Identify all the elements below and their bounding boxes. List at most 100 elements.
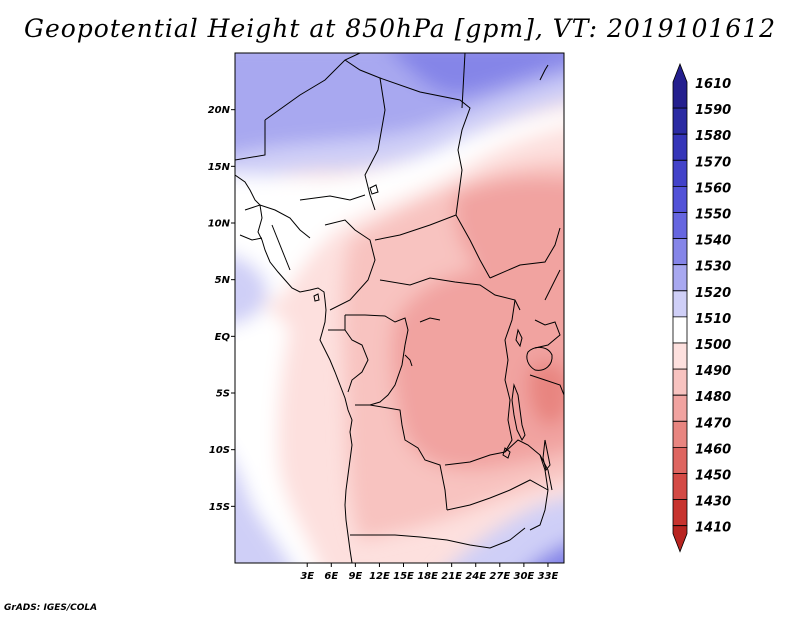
lon-tick-label: 30E	[514, 571, 535, 582]
colorbar-label: 1580	[695, 129, 731, 144]
colorbar-label: 1460	[695, 442, 731, 457]
contour-1520-southwest	[235, 464, 291, 563]
colorbar-label: 1590	[695, 103, 731, 118]
border-north-5	[461, 53, 466, 109]
bioko-island	[313, 293, 320, 302]
border-sudan	[489, 227, 561, 279]
colorbar-label: 1480	[695, 390, 731, 405]
river-congo-fragment-2	[404, 354, 413, 367]
border-uganda	[534, 319, 561, 349]
lon-tick-label: 27E	[489, 571, 510, 582]
colorbar-swatch	[672, 368, 688, 396]
lake-mweru	[502, 447, 511, 459]
colorbar-label: 1560	[695, 181, 731, 196]
border-sahel-2	[244, 204, 311, 239]
colorbar-swatch	[672, 185, 688, 213]
colorbar-swatch	[672, 133, 688, 161]
colorbar-swatch	[672, 238, 688, 266]
colorbar-label: 1410	[695, 521, 731, 536]
colorbar-swatch	[672, 499, 688, 527]
lake-chad	[369, 184, 379, 195]
border-angola	[355, 404, 448, 511]
footer-credit: GrADS: IGES/COLA	[4, 603, 98, 613]
colorbar-swatch	[672, 420, 688, 448]
border-zambia-south	[446, 479, 549, 511]
border-angola-south	[350, 534, 448, 541]
lat-tick-label: 15N	[208, 162, 231, 173]
border-north-4	[379, 77, 471, 216]
border-tanzania	[529, 374, 564, 396]
contour-1510-southwest	[235, 295, 319, 563]
lon-tick-label: 6E	[324, 571, 338, 582]
map-frame	[234, 52, 565, 564]
contour-1540-south	[533, 544, 564, 563]
lat-tick-label: EQ	[215, 332, 231, 343]
colorbar-label: 1610	[695, 77, 731, 92]
colorbar-swatch	[672, 394, 688, 422]
colorbar-swatch	[672, 446, 688, 474]
lat-tick-label: 5S	[216, 389, 230, 400]
colorbar-swatch	[672, 159, 688, 187]
colorbar-swatch	[672, 316, 688, 344]
lat-tick-label: 20N	[208, 105, 231, 116]
lon-tick-label: 33E	[538, 571, 559, 582]
colorbar-label: 1490	[695, 364, 731, 379]
border-drc-east	[504, 299, 516, 453]
coast-red-sea	[539, 64, 549, 81]
border-east	[544, 269, 561, 301]
lat-tick-label: 10N	[208, 219, 231, 230]
lat-tick-label: 10S	[209, 445, 230, 456]
contour-1540-north	[392, 53, 564, 95]
lake-albert	[515, 328, 523, 348]
lon-tick-label: 21E	[441, 571, 462, 582]
colorbar-label: 1430	[695, 495, 731, 510]
border-gabon	[344, 329, 369, 393]
latitude-axis: 20N 15N 10N 5N EQ 5S 10S 15S	[208, 105, 235, 513]
coastline-west-africa	[235, 174, 353, 563]
colorbar-label: 1570	[695, 155, 731, 170]
border-north-2	[235, 120, 266, 161]
lon-tick-label: 18E	[417, 571, 438, 582]
lon-tick-label: 3E	[300, 571, 314, 582]
colorbar-swatch	[672, 212, 688, 240]
contour-1520-west	[235, 255, 268, 325]
colorbar-label: 1550	[695, 208, 731, 223]
lon-tick-label: 9E	[348, 571, 362, 582]
border-north-3	[344, 59, 386, 211]
lat-tick-label: 15S	[209, 502, 230, 513]
border-west-2	[271, 224, 291, 271]
colorbar: 1610 1590 1580 1570 1560 1550 1540 1530 1520 1510…	[672, 62, 731, 553]
contour-1480-central	[391, 263, 564, 471]
colorbar-swatch	[672, 342, 688, 370]
border-north-1	[264, 53, 361, 121]
colorbar-label: 1520	[695, 286, 731, 301]
colorbar-label: 1510	[695, 312, 731, 327]
colorbar-swatch	[672, 62, 688, 109]
colorbar-swatch	[672, 264, 688, 292]
border-zambia	[444, 439, 549, 491]
colorbar-label: 1500	[695, 338, 731, 353]
lon-tick-label: 24E	[465, 571, 486, 582]
borders	[235, 53, 564, 563]
colorbar-label: 1540	[695, 234, 731, 249]
lat-tick-label: 5N	[215, 275, 231, 286]
border-chad	[374, 214, 491, 279]
river-congo-fragment-1	[419, 317, 441, 323]
lon-tick-label: 15E	[393, 571, 414, 582]
colorbar-swatch	[672, 290, 688, 318]
border-botswana	[446, 527, 526, 549]
border-nigeria	[324, 219, 376, 311]
lake-tanganyika	[511, 383, 526, 442]
colorbar-swatch	[672, 107, 688, 135]
chart-title: Geopotential Height at 850hPa [gpm], VT:…	[23, 14, 777, 43]
border-congo-1	[345, 314, 409, 346]
border-mozambique	[529, 489, 549, 531]
contour-1510-north	[235, 110, 564, 300]
border-car	[379, 277, 521, 311]
colorbar-swatch	[672, 473, 688, 501]
lake-victoria	[526, 347, 553, 371]
border-west-1	[239, 234, 263, 241]
lon-tick-label: 12E	[369, 571, 390, 582]
border-malawi	[539, 454, 553, 491]
